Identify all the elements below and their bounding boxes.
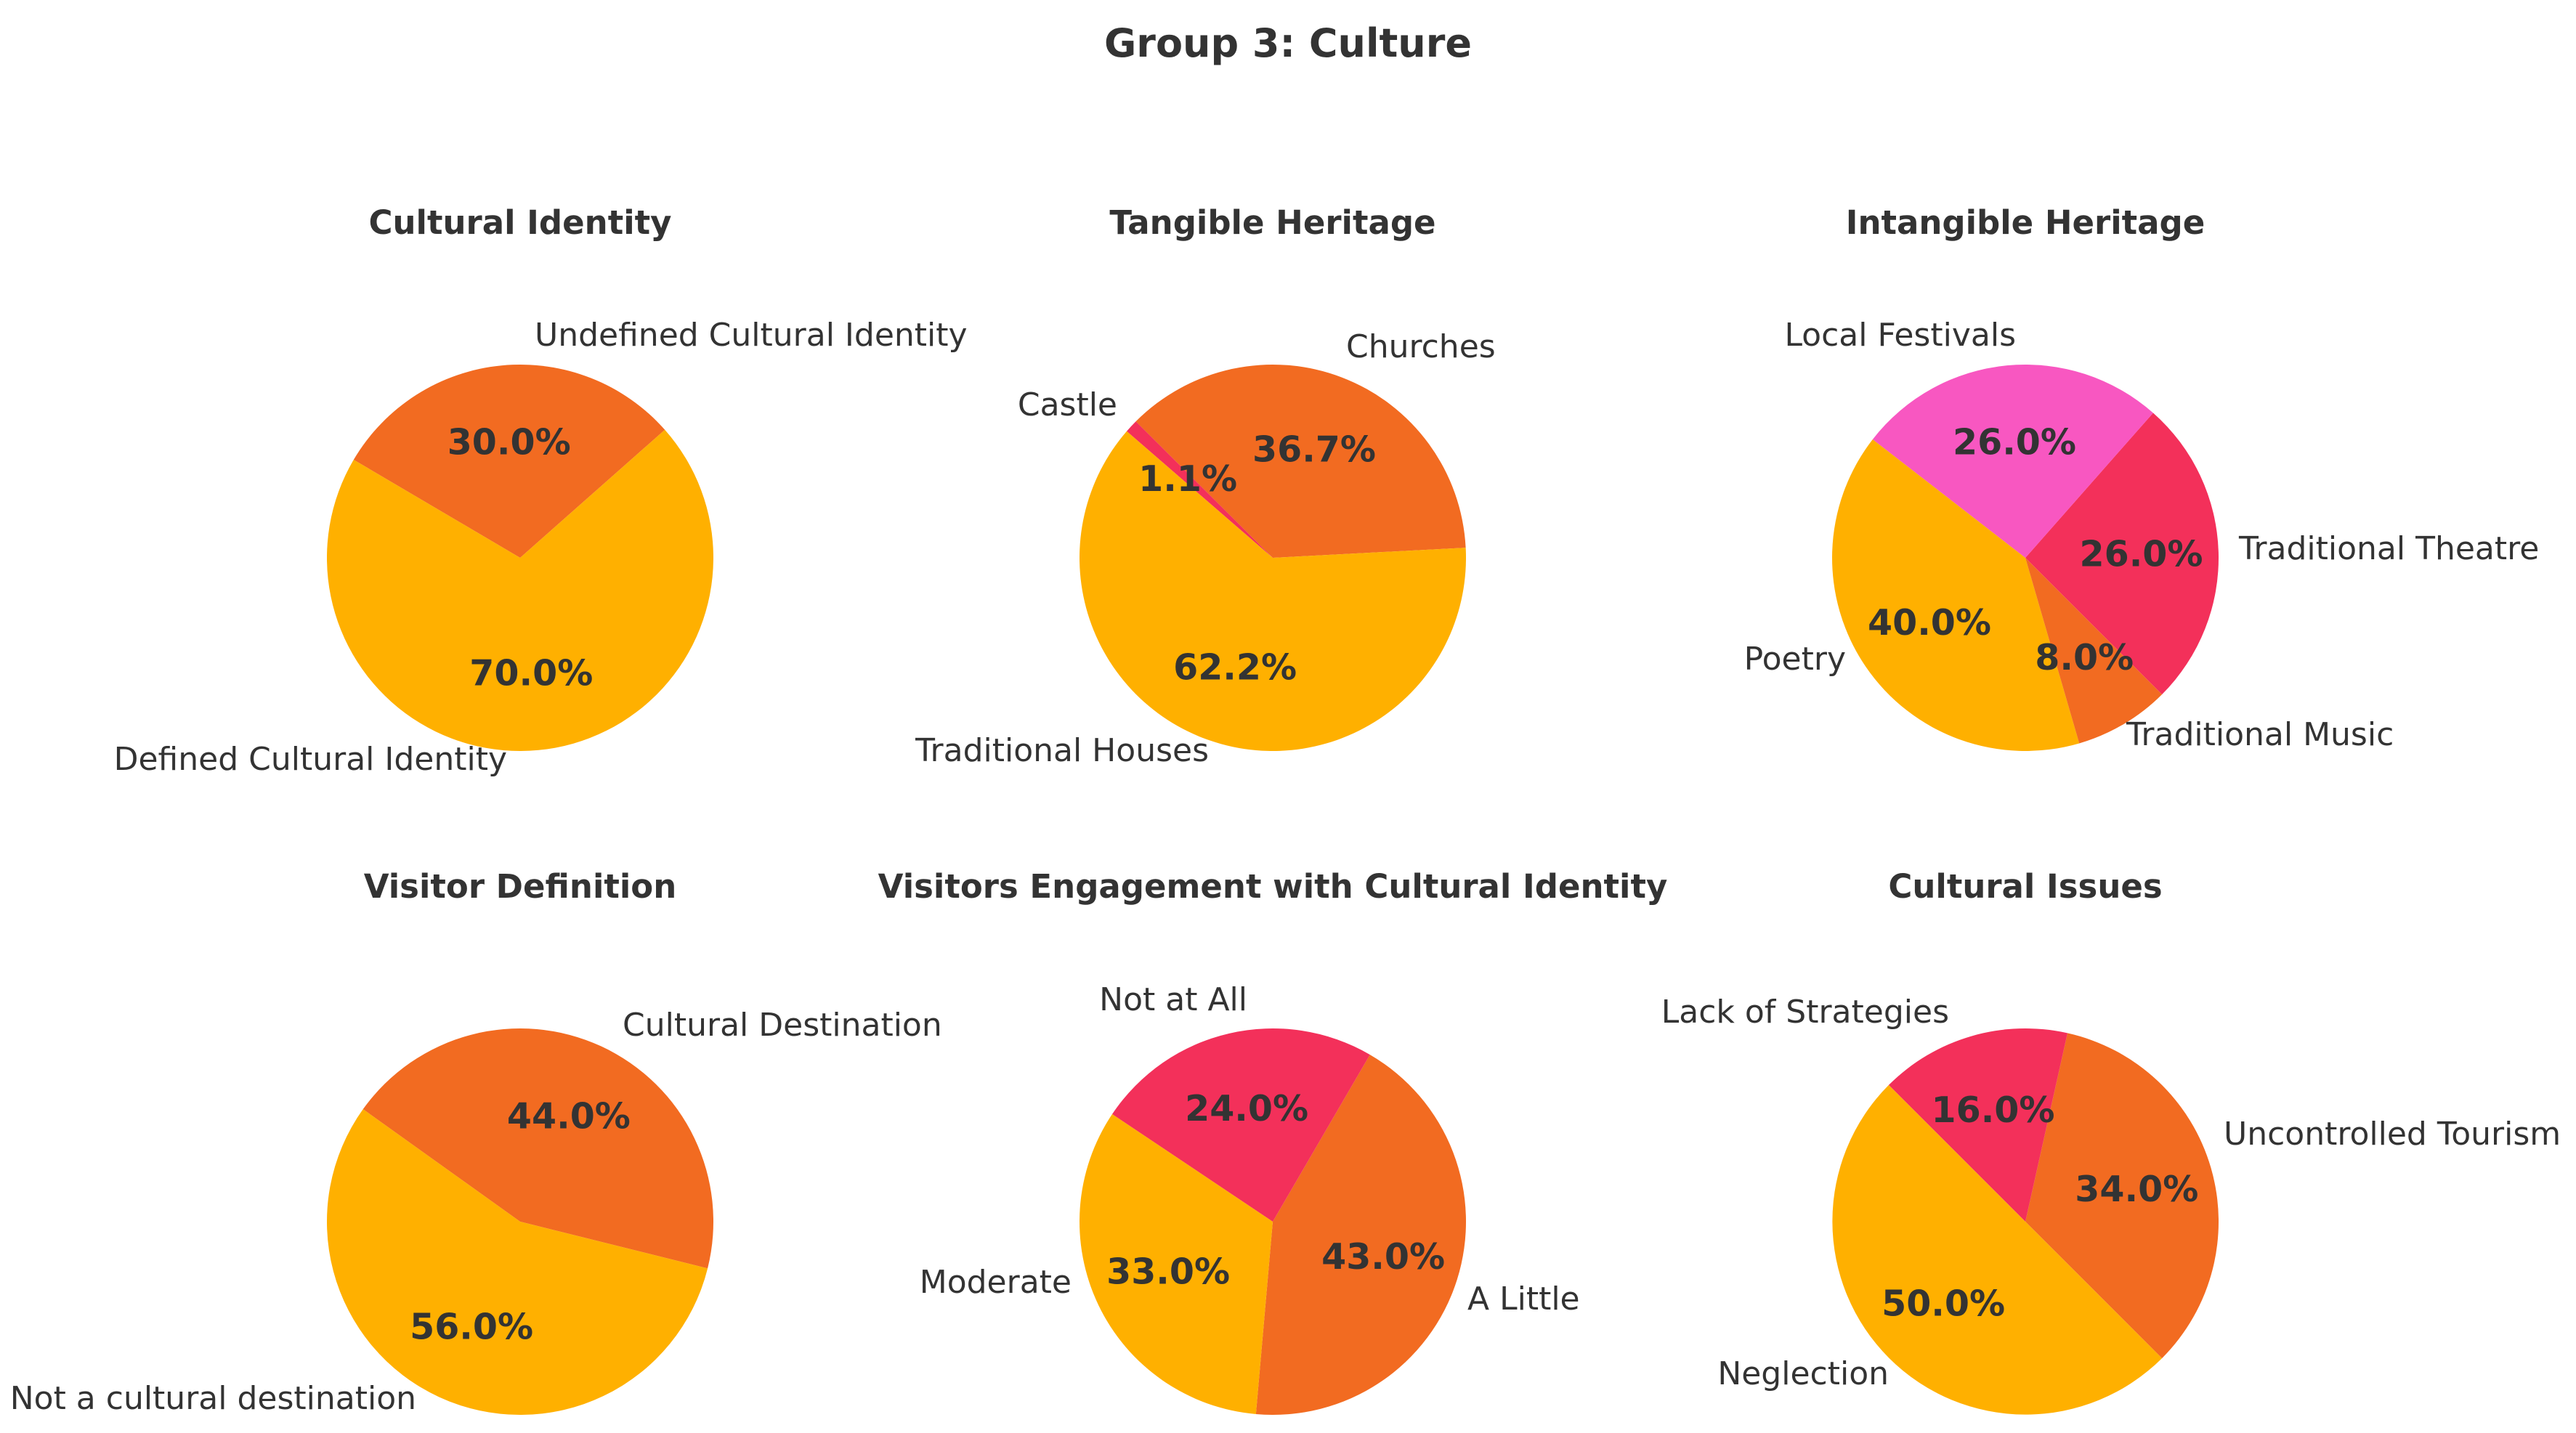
pie-slice-a-little — [1255, 1055, 1467, 1416]
pct-label-neglection: 50.0% — [1882, 1283, 2005, 1324]
pct-label-traditional-music: 8.0% — [2035, 637, 2134, 678]
pie-chart-visitor-definition: Visitor Definition 44.0% Cultural Destinat… — [10, 867, 942, 1417]
pct-label-poetry: 40.0% — [1868, 602, 1991, 644]
pie-chart-cultural-issues: Cultural Issues 34.0% Uncontrolled Tourism… — [1661, 867, 2561, 1415]
pie-slice-defined-cultural-identity — [327, 429, 714, 751]
slice-label-neglection: Neglection — [1717, 1355, 1889, 1392]
pie-slice-not-a-cultural-destination — [326, 1109, 708, 1416]
pct-label-defined-cultural-identity: 70.0% — [469, 652, 593, 694]
pct-label-local-festivals: 26.0% — [1953, 422, 2076, 463]
pct-label-castle: 1.1% — [1138, 458, 1237, 500]
pie-slice-local-festivals — [1872, 365, 2153, 558]
slice-label-lack-of-strategies: Lack of Strategies — [1661, 994, 1949, 1031]
pie-slice-poetry — [1832, 439, 2080, 752]
slice-label-moderate: Moderate — [920, 1264, 1072, 1301]
pct-label-not-a-cultural-destination: 56.0% — [410, 1306, 533, 1347]
pie-slice-lack-of-strategies — [1888, 1028, 2068, 1222]
pie-chart-tangible-heritage: Tangible Heritage 36.7% Churches 1.1% Castle… — [915, 203, 1496, 769]
slice-label-defined-cultural-identity: Defined Cultural Identity — [114, 741, 507, 778]
slice-label-traditional-theatre: Traditional Theatre — [2238, 530, 2539, 567]
pie-slice-traditional-theatre — [2025, 413, 2219, 695]
pie-chart-intangible-heritage: Intangible Heritage 26.0% Traditional Thea… — [1744, 203, 2540, 753]
chart-title: Cultural Issues — [1888, 867, 2162, 906]
slice-label-uncontrolled-tourism: Uncontrolled Tourism — [2224, 1116, 2561, 1153]
pct-label-a-little: 43.0% — [1321, 1236, 1445, 1278]
slice-label-a-little: A Little — [1467, 1280, 1580, 1318]
pie-slice-traditional-houses — [1080, 431, 1467, 751]
pie-slice-neglection — [1832, 1084, 2163, 1415]
pie-slice-castle — [1127, 421, 1273, 558]
slice-label-churches: Churches — [1346, 328, 1496, 365]
chart-title: Visitors Engagement with Cultural Identi… — [878, 867, 1668, 906]
pie-slice-not-at-all — [1111, 1028, 1370, 1222]
chart-title: Intangible Heritage — [1846, 203, 2206, 242]
slice-label-traditional-music: Traditional Music — [2126, 716, 2394, 753]
slice-label-castle: Castle — [1018, 386, 1117, 423]
pie-slice-uncontrolled-tourism — [2025, 1033, 2219, 1359]
pie-slice-cultural-destination — [362, 1028, 713, 1269]
chart-title: Cultural Identity — [369, 203, 672, 242]
figure-title: Group 3: Culture — [1104, 20, 1472, 66]
pct-label-uncontrolled-tourism: 34.0% — [2075, 1169, 2198, 1210]
slice-label-traditional-houses: Traditional Houses — [915, 732, 1209, 769]
pct-label-undefined-cultural-identity: 30.0% — [447, 422, 571, 463]
pct-label-churches: 36.7% — [1252, 429, 1376, 470]
pie-slice-moderate — [1080, 1114, 1273, 1414]
slice-label-local-festivals: Local Festivals — [1784, 317, 2016, 354]
pct-label-traditional-theatre: 26.0% — [2080, 534, 2203, 575]
pct-label-moderate: 33.0% — [1106, 1251, 1230, 1293]
slice-label-cultural-destination: Cultural Destination — [623, 1007, 942, 1044]
slice-label-not-at-all: Not at All — [1099, 981, 1247, 1018]
pie-chart-cultural-identity: Cultural Identity 30.0% Undefined Cultural… — [114, 203, 968, 778]
pie-slice-churches — [1135, 364, 1466, 558]
pie-slice-undefined-cultural-identity — [353, 365, 665, 558]
pct-label-traditional-houses: 62.2% — [1173, 646, 1297, 688]
slice-label-poetry: Poetry — [1744, 641, 1846, 678]
slice-label-undefined-cultural-identity: Undefined Cultural Identity — [535, 317, 968, 354]
slice-label-not-a-cultural-destination: Not a cultural destination — [10, 1380, 416, 1417]
pie-charts: Cultural Identity 30.0% Undefined Cultural… — [10, 203, 2561, 1417]
chart-title: Tangible Heritage — [1109, 203, 1435, 242]
pct-label-not-at-all: 24.0% — [1185, 1088, 1308, 1129]
pct-label-lack-of-strategies: 16.0% — [1932, 1089, 2055, 1131]
chart-title: Visitor Definition — [364, 867, 677, 906]
pie-slice-traditional-music — [2025, 558, 2163, 744]
pie-chart-visitors-engagement-with-cultural-identity: Visitors Engagement with Cultural Identi… — [878, 867, 1668, 1416]
pct-label-cultural-destination: 44.0% — [507, 1096, 631, 1137]
